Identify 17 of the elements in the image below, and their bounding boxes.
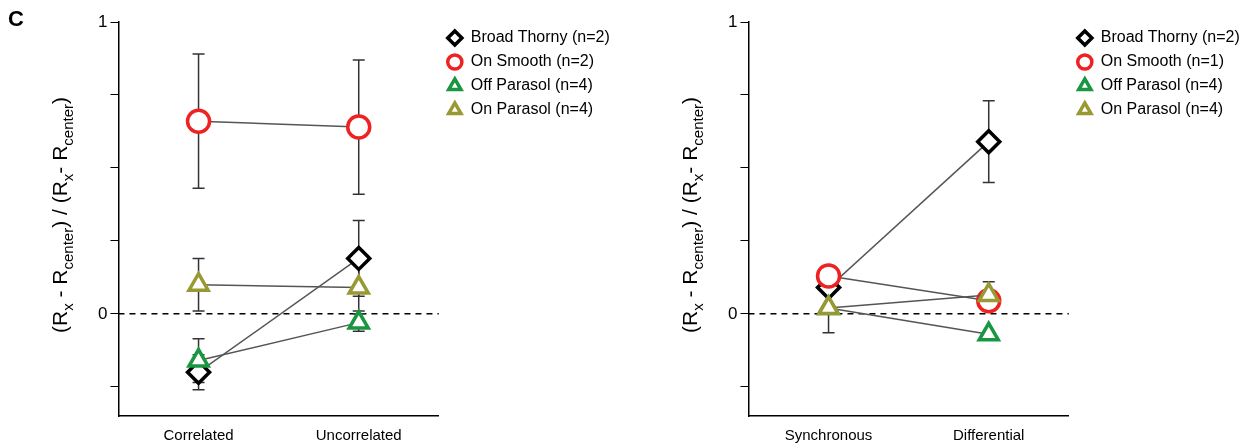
legend-label: On Smooth (n=2) xyxy=(470,52,594,70)
x-tick-label: Differential xyxy=(953,426,1025,444)
y-tick-label: 1 xyxy=(727,11,738,31)
legend-label: Off Parasol (n=4) xyxy=(1100,76,1223,94)
y-tick-label: 0 xyxy=(97,303,108,323)
x-tick-label: Uncorrelated xyxy=(315,426,402,444)
legend-label: Broad Thorny (n=2) xyxy=(1100,28,1240,46)
text: C xyxy=(8,6,24,31)
y-tick-label: 0 xyxy=(727,303,738,323)
y-tick-label: 1 xyxy=(97,11,108,31)
legend-label: Broad Thorny (n=2) xyxy=(470,28,610,46)
x-tick-label: Correlated xyxy=(163,426,234,444)
legend-label: On Parasol (n=4) xyxy=(470,100,594,118)
legend-label: Off Parasol (n=4) xyxy=(470,76,593,94)
x-tick-label: Synchronous xyxy=(784,426,873,444)
legend-label: On Smooth (n=1) xyxy=(1100,52,1224,70)
legend-label: On Parasol (n=4) xyxy=(1100,100,1224,118)
